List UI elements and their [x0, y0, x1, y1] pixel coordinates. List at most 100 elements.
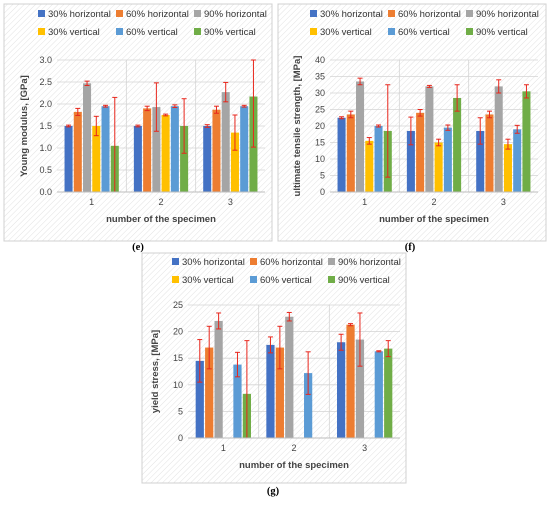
legend-entry: 90% horizontal [338, 257, 401, 268]
legend-swatch [194, 10, 201, 17]
legend-swatch [194, 28, 201, 35]
bar [203, 126, 212, 192]
bar [221, 92, 230, 192]
legend-entry: 90% vertical [476, 27, 528, 38]
y-tick-label: 0.0 [39, 187, 52, 197]
chart-e: 30% horizontal 60% horizontal 90% horizont… [3, 3, 273, 253]
legend-swatch [116, 10, 123, 17]
x-tick-label: 2 [431, 197, 436, 207]
y-tick-label: 40 [315, 55, 325, 65]
bar [205, 347, 214, 438]
legend-entry: 60% vertical [126, 27, 178, 38]
legend-swatch [310, 10, 317, 17]
bar [503, 144, 512, 192]
y-axis-label: ultimate tensile strength, [MPa] [292, 56, 303, 197]
bar [337, 342, 346, 438]
legend-swatch [172, 276, 179, 283]
y-axis-label: yield stress, [MPa] [150, 330, 161, 413]
bar [356, 81, 365, 192]
y-tick-label: 35 [315, 72, 325, 82]
y-tick-label: 0 [320, 187, 325, 197]
legend-swatch [38, 28, 45, 35]
y-tick-label: 5 [320, 171, 325, 181]
legend-entry: 90% horizontal [204, 9, 267, 20]
bar [453, 97, 462, 192]
bar [83, 83, 92, 192]
panel-label: (e) [132, 242, 144, 253]
bar [143, 108, 152, 192]
bar [374, 351, 383, 438]
bar [485, 114, 494, 192]
y-tick-label: 10 [315, 154, 325, 164]
y-tick-label: 25 [315, 105, 325, 115]
x-axis-label: number of the specimen [106, 214, 216, 225]
legend-swatch [38, 10, 45, 17]
y-tick-label: 20 [173, 327, 183, 337]
bar [195, 360, 204, 438]
bar [476, 130, 485, 192]
bar [152, 107, 161, 192]
bar [416, 112, 425, 192]
legend-entry: 60% horizontal [398, 9, 461, 20]
legend-swatch [388, 10, 395, 17]
bar [304, 373, 313, 438]
bar [64, 126, 73, 192]
bar [214, 320, 223, 438]
y-tick-label: 2.5 [39, 77, 52, 87]
x-tick-label: 3 [362, 443, 367, 453]
bar [212, 109, 221, 192]
bar [494, 86, 503, 192]
legend-entry: 90% vertical [204, 27, 256, 38]
x-tick-label: 2 [158, 197, 163, 207]
bar [513, 129, 522, 192]
bar [73, 111, 82, 192]
legend-entry: 30% vertical [320, 27, 372, 38]
legend-swatch [250, 258, 257, 265]
bar [240, 106, 249, 192]
chart-g: 30% horizontal 60% horizontal 90% horizont… [141, 252, 407, 497]
bar [233, 364, 242, 438]
legend-entry: 90% horizontal [476, 9, 539, 20]
y-tick-label: 0 [178, 433, 183, 443]
legend-entry: 60% horizontal [260, 257, 323, 268]
legend-entry: 30% horizontal [48, 9, 111, 20]
y-tick-label: 0.5 [39, 165, 52, 175]
bar [101, 106, 110, 192]
y-axis-label: Young modulus, [GPa] [19, 75, 30, 177]
legend-entry: 60% vertical [398, 27, 450, 38]
bar [425, 86, 434, 192]
x-axis-label: number of the specimen [239, 460, 349, 471]
legend-swatch [250, 276, 257, 283]
bar [161, 115, 170, 192]
legend-entry: 30% horizontal [182, 257, 245, 268]
legend-swatch [388, 28, 395, 35]
bar [443, 127, 452, 192]
bar [133, 126, 142, 192]
legend-entry: 60% vertical [260, 275, 312, 286]
bar [355, 339, 365, 438]
legend-swatch [328, 276, 335, 283]
legend-entry: 30% vertical [182, 275, 234, 286]
legend-swatch [172, 258, 179, 265]
x-tick-label: 3 [228, 197, 233, 207]
bar [180, 126, 189, 192]
legend-swatch [466, 10, 473, 17]
legend-entry: 90% vertical [338, 275, 390, 286]
y-tick-label: 3.0 [39, 55, 52, 65]
x-tick-label: 3 [501, 197, 506, 207]
legend-entry: 30% horizontal [320, 9, 383, 20]
bar [92, 126, 101, 192]
bar [230, 132, 239, 192]
x-tick-label: 1 [362, 197, 367, 207]
bar [266, 344, 275, 438]
panel-label: (g) [267, 486, 280, 497]
y-tick-label: 5 [178, 406, 183, 416]
y-tick-label: 15 [315, 138, 325, 148]
bar [337, 117, 346, 192]
y-tick-label: 30 [315, 88, 325, 98]
x-tick-label: 2 [291, 443, 296, 453]
chart-f: 30% horizontal 60% horizontal 90% horizont… [277, 3, 547, 253]
bar [346, 114, 355, 192]
y-tick-label: 1.5 [39, 121, 52, 131]
